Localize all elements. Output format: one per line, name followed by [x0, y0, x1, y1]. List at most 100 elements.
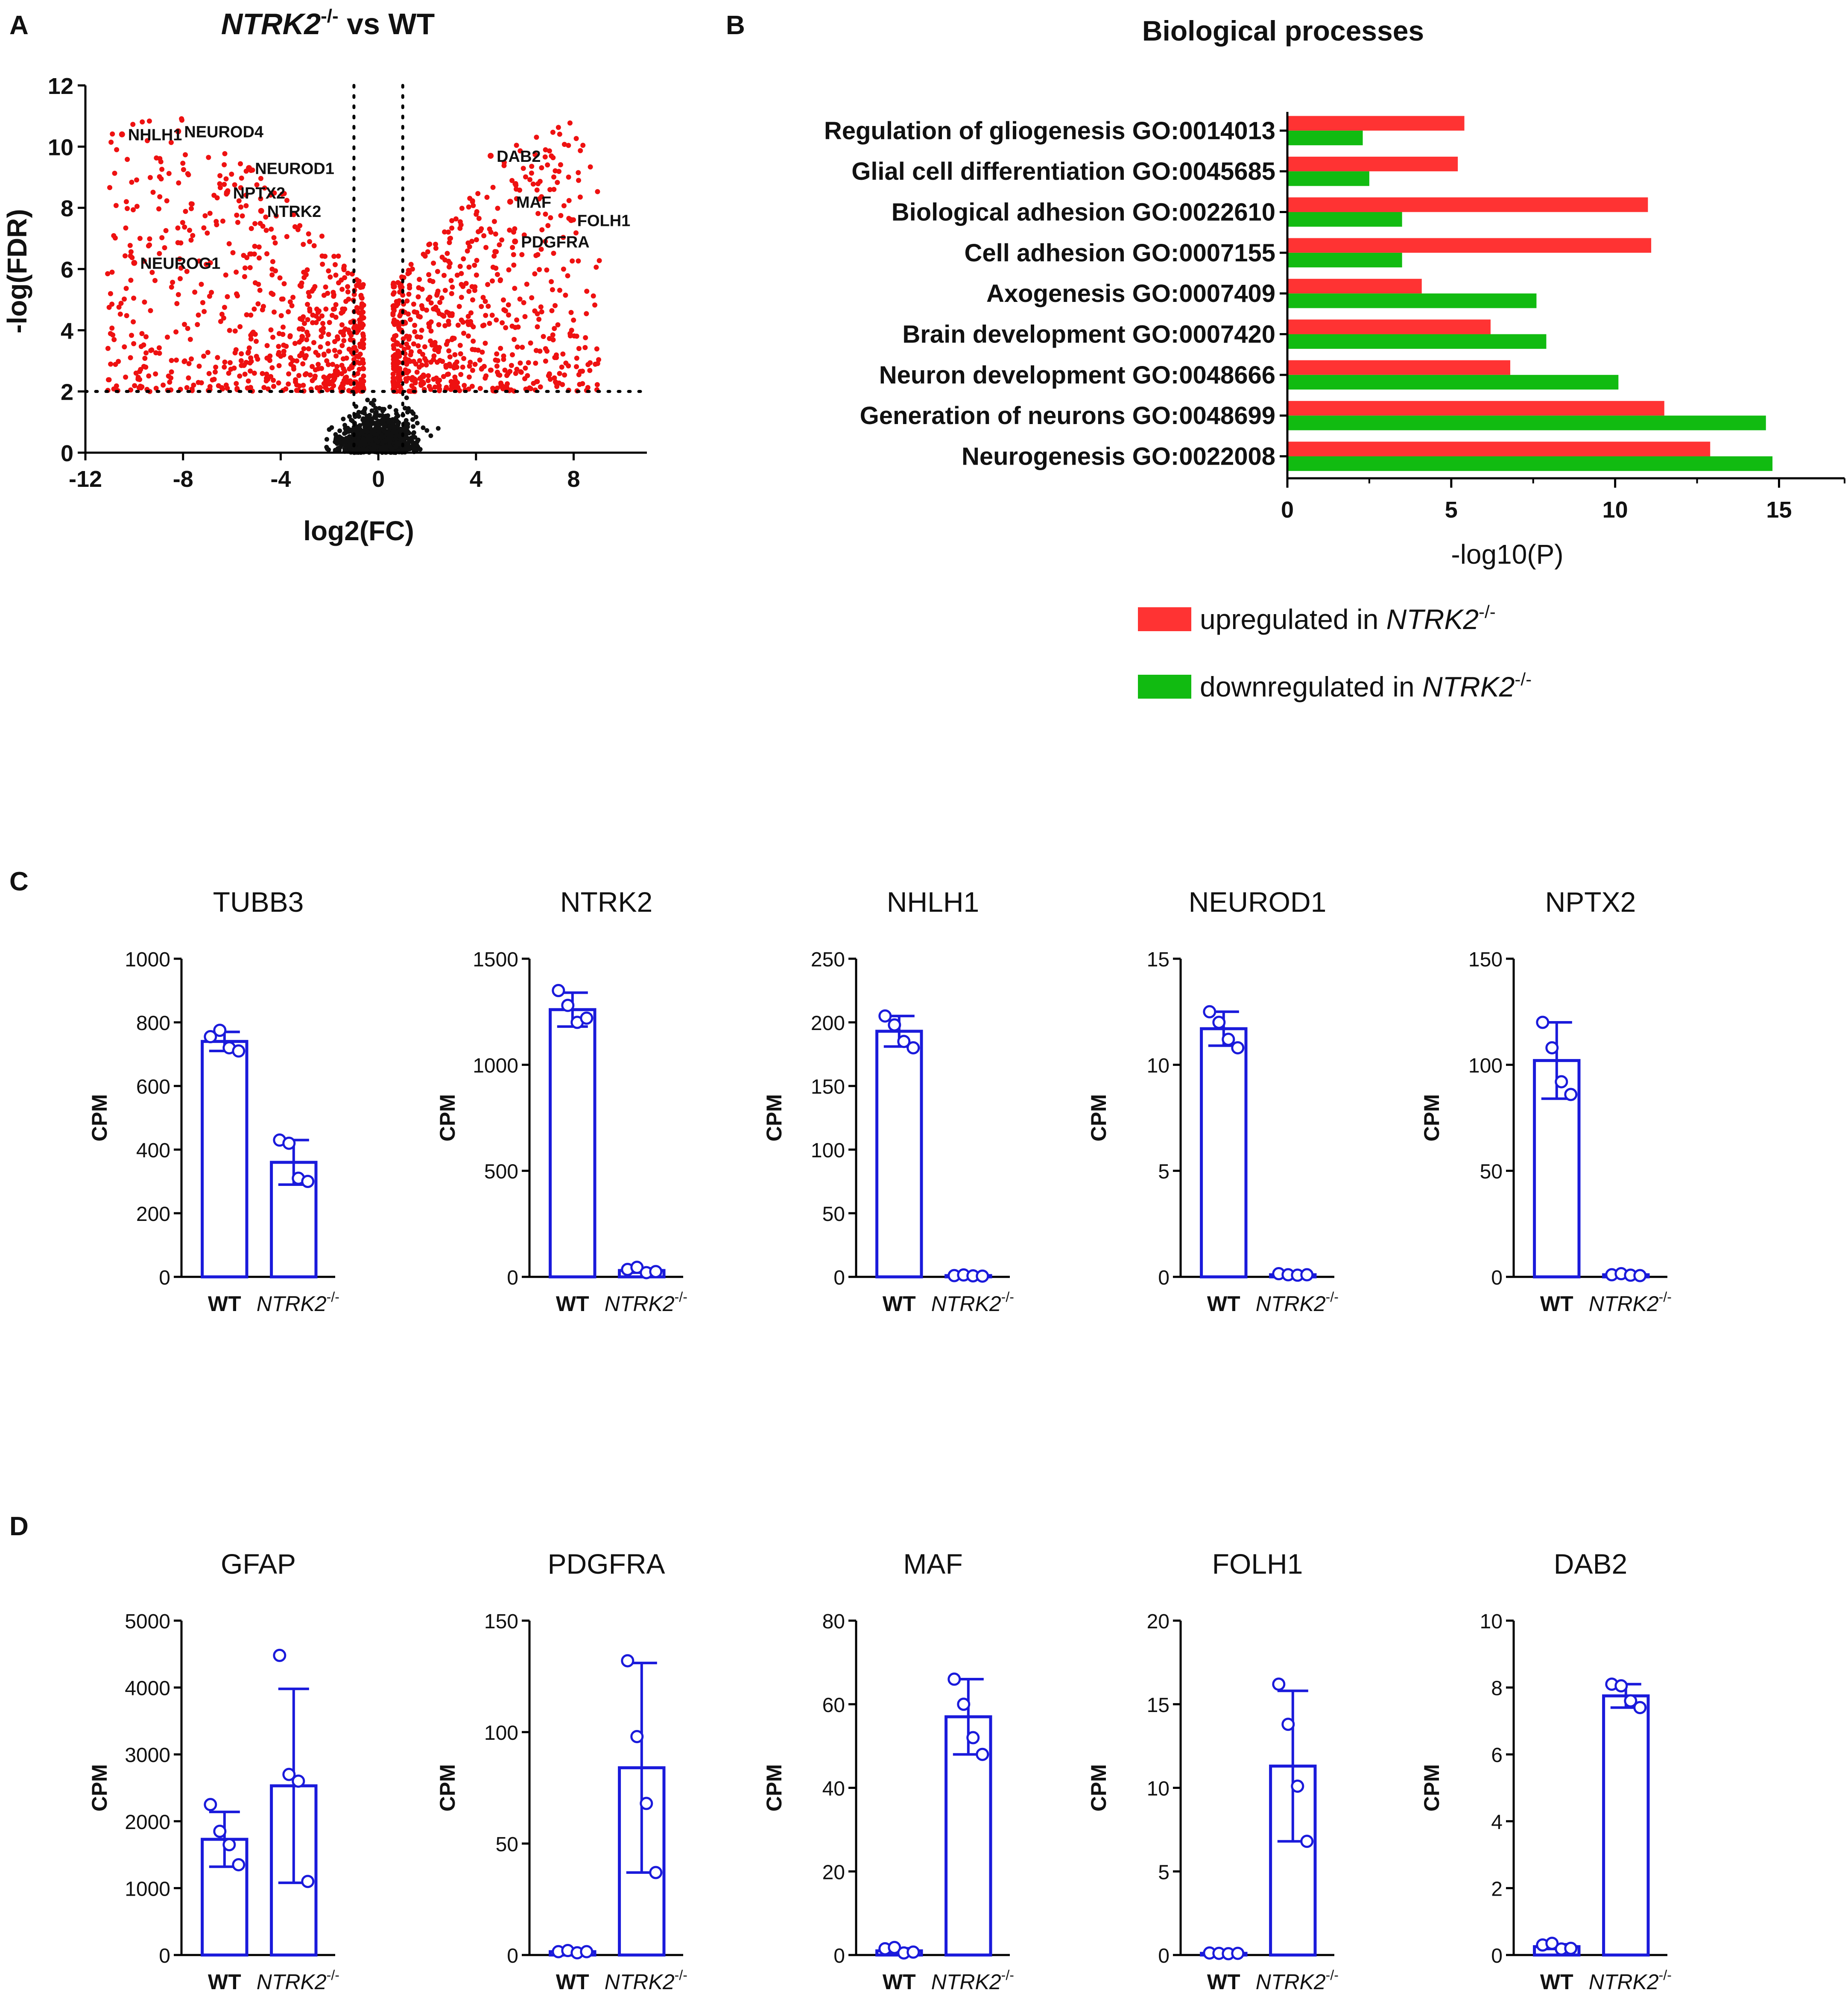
volcano-point-sig: [407, 283, 412, 288]
volcano-point-sig: [592, 302, 597, 308]
bar-y-tick-label: 50: [496, 1833, 518, 1856]
volcano-point-sig: [219, 311, 225, 317]
volcano-point-sig: [206, 155, 211, 160]
volcano-point-sig: [553, 303, 558, 308]
volcano-point-sig: [246, 345, 252, 351]
volcano-point-sig: [544, 267, 550, 273]
volcano-point-nonsig: [404, 441, 409, 446]
bar-data-point: [1545, 1041, 1559, 1055]
volcano-point-sig: [444, 309, 450, 315]
volcano-point-sig: [306, 290, 311, 295]
volcano-point-sig: [390, 312, 396, 318]
go-bar-up: [1287, 442, 1711, 457]
volcano-point-nonsig: [373, 406, 378, 411]
volcano-point-sig: [223, 176, 229, 181]
volcano-point-sig: [568, 310, 574, 315]
volcano-point-sig: [585, 385, 591, 390]
bar-data-point: [1633, 1701, 1647, 1715]
volcano-point-sig: [321, 352, 327, 358]
volcano-point-sig: [565, 273, 570, 278]
go-bar-down: [1287, 334, 1547, 349]
go-bar-up: [1287, 401, 1664, 416]
volcano-point-sig: [448, 278, 454, 283]
volcano-gene-label: PDGFRA: [521, 234, 589, 252]
bar-chart-nhlh1: NHLH1 0 50 100 150 200 250 CPM WT NTRK2-/-: [762, 886, 1014, 1316]
volcano-point-sig: [169, 284, 174, 290]
go-legend: upregulated in NTRK2-/- downregulated in…: [1138, 602, 1532, 702]
volcano-point-sig: [164, 198, 170, 204]
volcano-gene-label: NEUROD4: [184, 123, 263, 141]
volcano-point-sig: [232, 328, 238, 334]
go-xlabel: -log10(P): [1451, 539, 1563, 570]
volcano-point-sig: [485, 304, 491, 309]
volcano-point-sig: [446, 319, 451, 324]
volcano-point-sig: [188, 237, 194, 243]
volcano-point-sig: [213, 364, 219, 370]
go-category-label: Regulation of gliogenesis GO:0014013: [824, 117, 1275, 145]
volcano-point-sig: [417, 277, 422, 282]
volcano-point-sig: [354, 330, 360, 335]
volcano-point-sig: [336, 253, 341, 259]
volcano-point-sig: [330, 378, 336, 384]
bar-chart-title: PDGFRA: [547, 1548, 665, 1580]
volcano-point-sig: [146, 118, 152, 124]
volcano-point-sig: [251, 329, 256, 335]
volcano-point-sig: [495, 369, 500, 375]
volcano-point-sig: [404, 378, 409, 384]
volcano-point-sig: [116, 304, 122, 310]
volcano-point-sig: [515, 324, 521, 330]
volcano-point-sig: [239, 176, 244, 181]
volcano-point-sig: [563, 293, 568, 298]
volcano-point-sig: [227, 328, 232, 333]
volcano-y-tick-label: 10: [48, 135, 73, 160]
go-bar-down: [1287, 212, 1402, 227]
volcano-point-sig: [424, 362, 429, 368]
volcano-point-sig: [556, 169, 561, 174]
bar-x-label-ko-sup: -/-: [1001, 1967, 1014, 1983]
volcano-point-sig: [527, 177, 532, 182]
volcano-point-sig: [393, 368, 399, 374]
volcano-point-sig: [242, 362, 247, 368]
volcano-point-sig: [555, 180, 560, 185]
bar-y-tick-label: 100: [1468, 1054, 1503, 1077]
volcano-point-sig: [431, 306, 436, 312]
volcano-point-sig: [276, 363, 282, 369]
volcano-point-sig: [184, 385, 190, 390]
volcano-point-sig: [571, 317, 576, 323]
volcano-y-tick-label: 8: [61, 196, 73, 222]
volcano-point-sig: [287, 334, 293, 340]
volcano-point-sig: [264, 372, 269, 377]
volcano-point-sig: [532, 271, 538, 277]
volcano-point-sig: [425, 378, 431, 383]
volcano-point-nonsig: [375, 420, 380, 425]
volcano-point-sig: [501, 160, 507, 165]
bar-data-point: [878, 1009, 892, 1023]
volcano-point-sig: [594, 346, 599, 351]
volcano-point-gene: [119, 131, 125, 138]
bar-x-label-ko-gene: NTRK2: [1589, 1970, 1659, 1994]
volcano-point-nonsig: [347, 442, 352, 447]
volcano-point-sig: [106, 377, 111, 383]
go-bar-down: [1287, 130, 1363, 146]
volcano-point-sig: [245, 385, 250, 391]
volcano-point-sig: [196, 258, 202, 264]
volcano-point-sig: [218, 319, 223, 324]
volcano-point-sig: [272, 190, 277, 196]
volcano-point-nonsig: [373, 416, 378, 421]
legend-label-up: upregulated in NTRK2-/-: [1200, 602, 1496, 635]
volcano-point-nonsig: [387, 443, 392, 448]
volcano-point-nonsig: [357, 414, 361, 419]
volcano-point-sig: [595, 189, 600, 194]
volcano-point-sig: [492, 249, 498, 255]
volcano-point-sig: [528, 340, 533, 346]
volcano-point-sig: [148, 308, 153, 313]
bar-data-point: [1291, 1779, 1304, 1793]
volcano-point-sig: [290, 358, 296, 363]
volcano-point-sig: [466, 374, 472, 380]
volcano-point-sig: [356, 324, 361, 329]
bar-chart-gfap: GFAP 0 1000 2000 3000 4000 5000 CPM WT NTRK2-/-: [88, 1548, 339, 1994]
bar-chart-title: FOLH1: [1212, 1548, 1303, 1580]
volcano-point-sig: [262, 185, 267, 191]
bar-y-tick-label: 150: [811, 1076, 845, 1098]
volcano-point-nonsig: [346, 429, 351, 434]
